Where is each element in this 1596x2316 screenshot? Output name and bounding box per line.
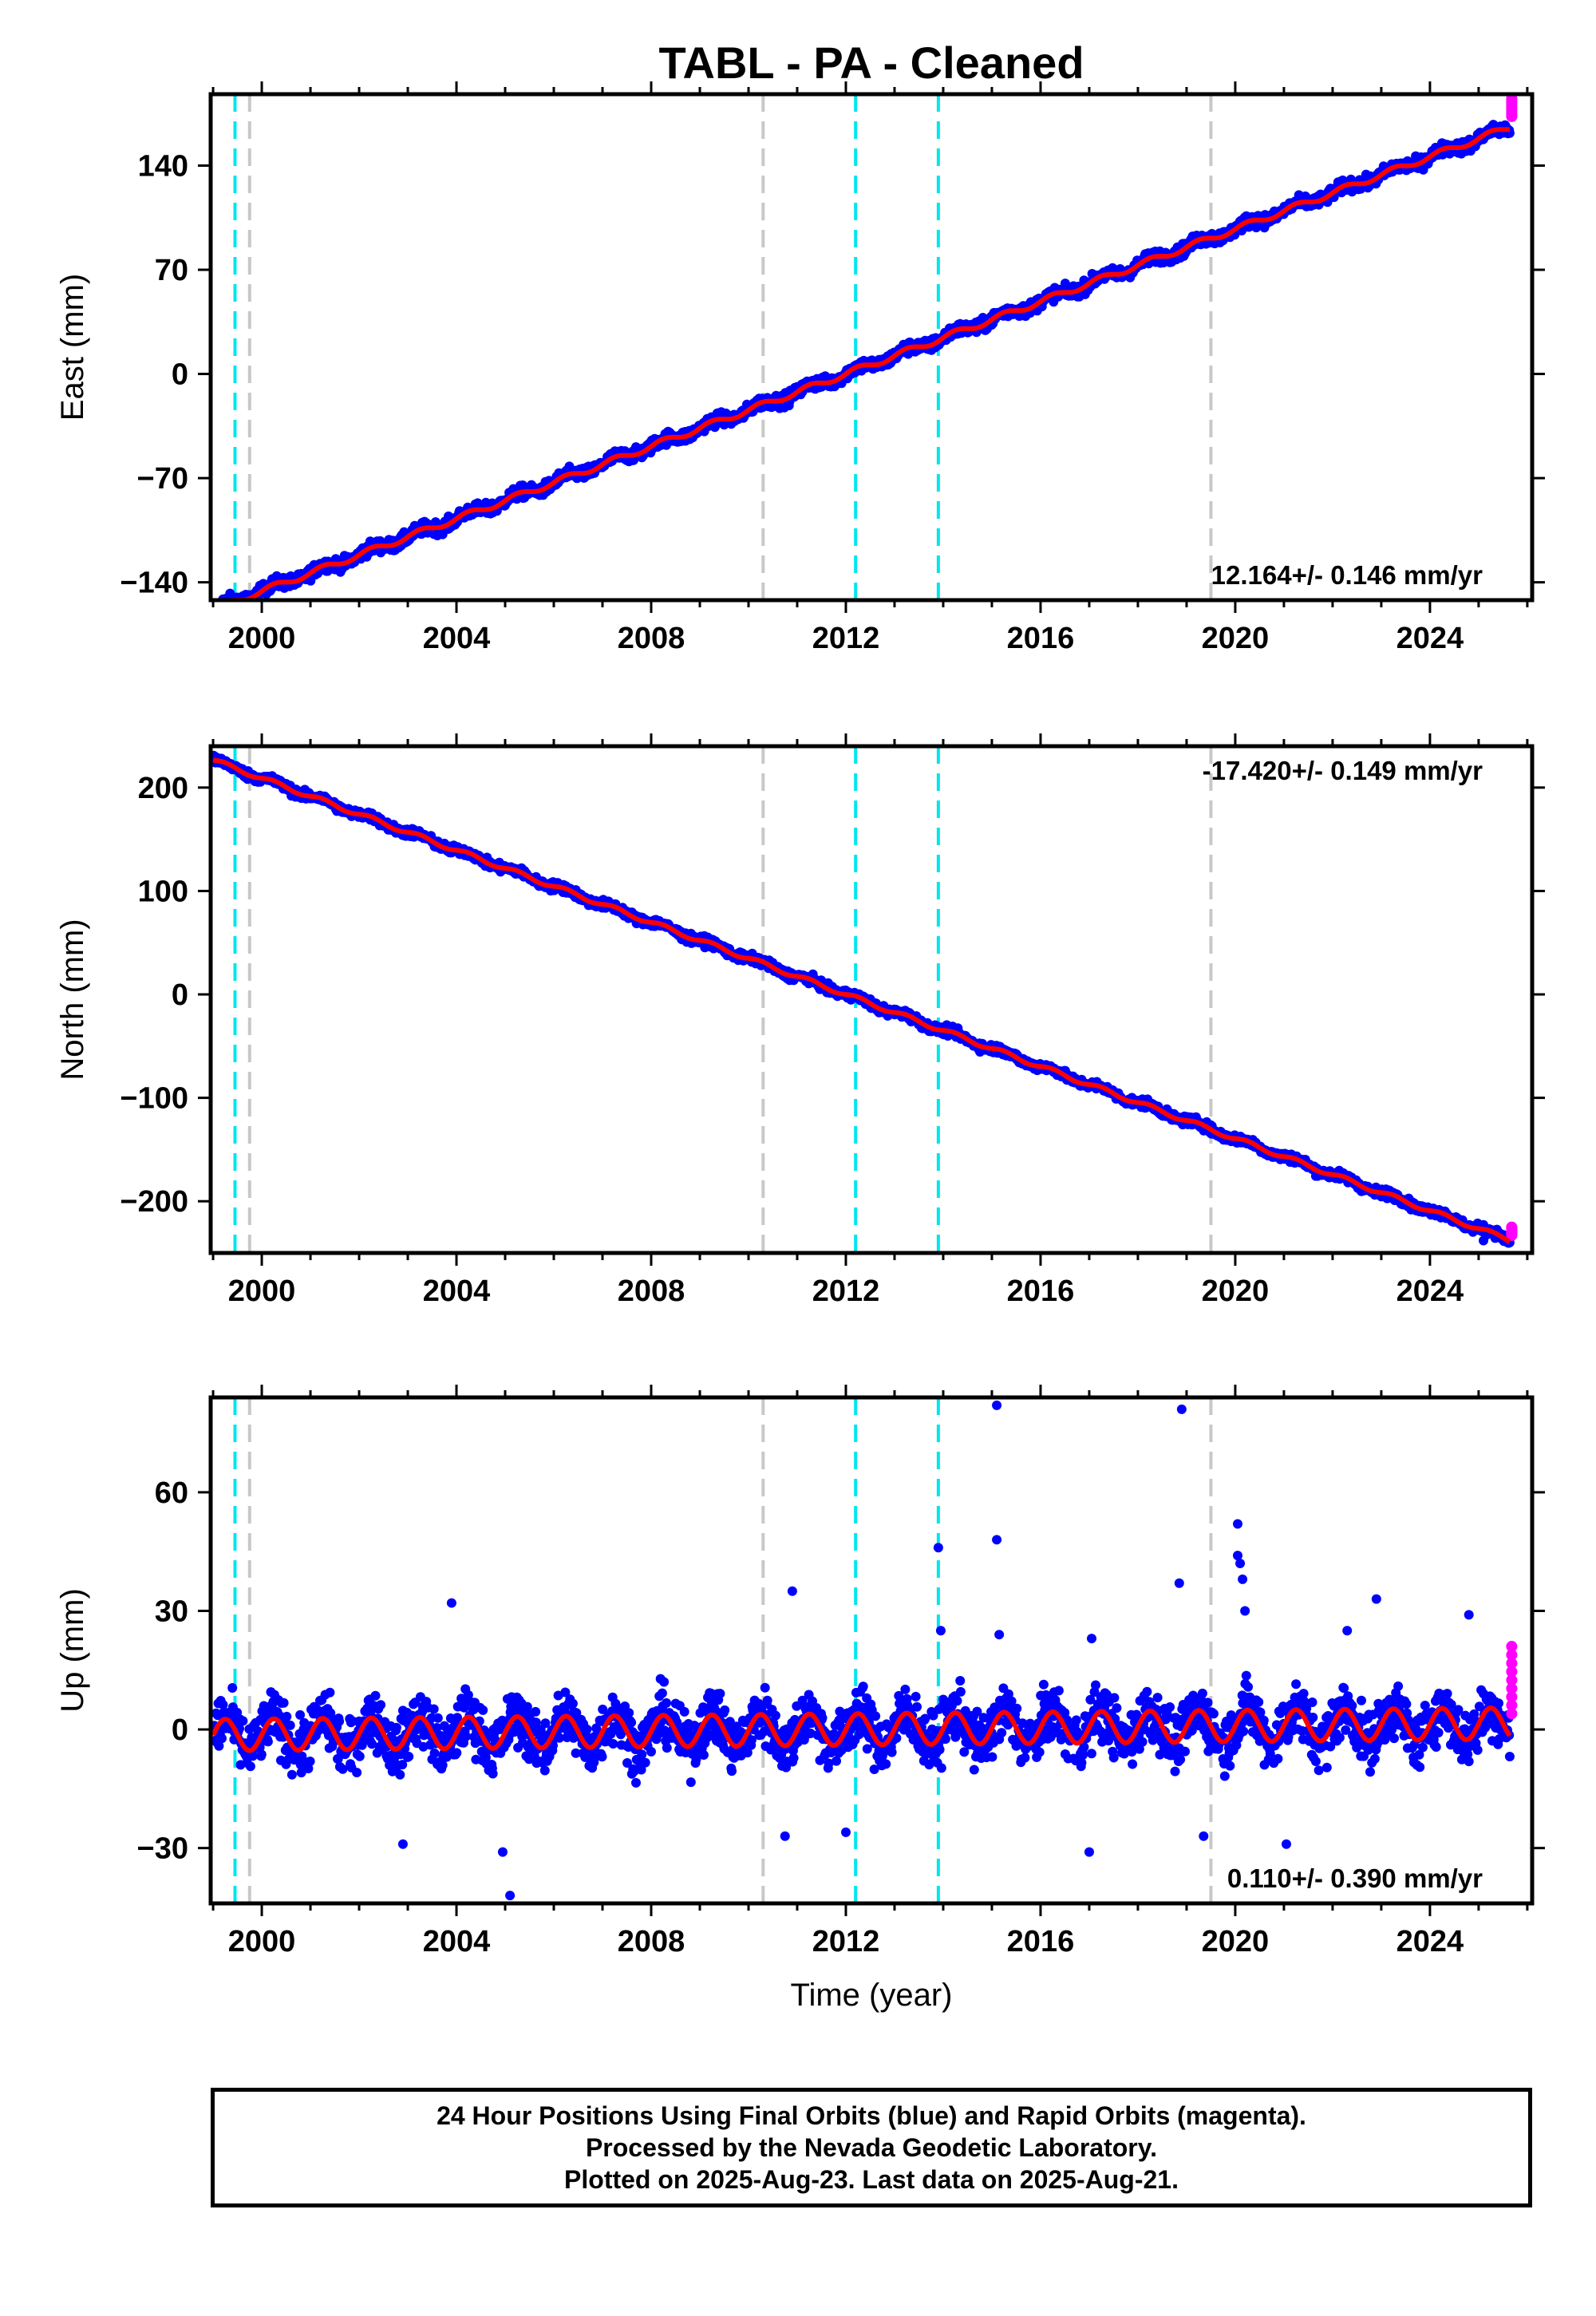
rapid-orbit-points [1506, 94, 1518, 122]
x-tick-label: 2008 [618, 622, 685, 655]
final-orbit-point [218, 603, 227, 612]
x-tick-label: 2000 [228, 1275, 296, 1308]
x-tick-label: 2000 [228, 622, 296, 655]
figure-title: TABL - PA - Cleaned [658, 38, 1084, 88]
panel-east: 2000 2004 2008 2012 2016 2020 2024 −140 −70 0 70 14… [55, 81, 1545, 655]
y-tick-label: 100 [138, 875, 188, 908]
final-orbit-point [247, 1751, 258, 1761]
x-tick-label: 2016 [1007, 622, 1075, 655]
y-tick-label: −140 [120, 567, 188, 600]
final-orbit-point [214, 1741, 224, 1751]
y-tick-label: 140 [138, 150, 188, 184]
y-tick-label: 200 [138, 772, 188, 805]
final-orbit-point [376, 1700, 386, 1710]
final-orbit-point [279, 1697, 289, 1708]
final-orbit-point [256, 1749, 267, 1760]
final-orbit-point [305, 1757, 315, 1766]
final-orbit-point [391, 1722, 401, 1733]
final-orbit-point [263, 1737, 273, 1747]
y-tick-label: 0 [172, 978, 188, 1012]
final-orbit-point [285, 1720, 295, 1730]
y-axis-label: North (mm) [55, 919, 90, 1080]
final-orbit-point [338, 1764, 348, 1774]
final-orbit-point [370, 1690, 381, 1701]
final-orbit-point [227, 1683, 238, 1693]
final-orbit-point [352, 1768, 362, 1777]
x-tick-label: 2004 [423, 622, 491, 655]
final-orbit-point [303, 1764, 314, 1773]
y-tick-label: 70 [155, 254, 188, 287]
x-tick-label: 2004 [423, 1275, 491, 1308]
final-orbit-point [367, 1739, 377, 1749]
rapid-orbit-point [1506, 1221, 1518, 1233]
x-tick-label: 2008 [618, 1275, 685, 1308]
final-orbit-points [211, 1400, 1515, 1901]
final-orbit-point [286, 1769, 297, 1780]
x-tick-label: 2024 [1396, 622, 1464, 655]
model-fit-line [212, 757, 1511, 1244]
x-tick-label: 2012 [812, 622, 880, 655]
final-orbit-point [395, 1769, 405, 1780]
x-tick-label: 2020 [1202, 622, 1270, 655]
plot-frame [208, 92, 1535, 603]
final-orbit-point [282, 1711, 292, 1721]
rapid-orbit-point [1506, 94, 1518, 105]
plot-frame [208, 744, 1535, 1255]
final-orbit-point [215, 601, 225, 611]
y-tick-label: −100 [120, 1082, 188, 1116]
velocity-label: -17.420+/- 0.149 mm/yr [1203, 756, 1483, 785]
y-axis-label: East (mm) [55, 274, 90, 421]
final-orbit-point [354, 1751, 365, 1761]
y-tick-label: 0 [172, 358, 188, 392]
final-orbit-point [238, 1716, 248, 1726]
panel-north: 2000 2004 2008 2012 2016 2020 2024 −200 −100 0 100… [55, 733, 1545, 1308]
final-orbit-point [404, 1752, 414, 1761]
final-orbit-point [295, 1709, 306, 1720]
final-orbit-point [218, 1700, 228, 1710]
x-tick-label: 2012 [812, 1275, 880, 1308]
final-orbit-point [334, 1716, 345, 1726]
rapid-orbit-points [1506, 1221, 1518, 1241]
x-tick-label: 2024 [1396, 1275, 1464, 1308]
velocity-label: 12.164+/- 0.146 mm/yr [1211, 560, 1483, 590]
outlier-point [1479, 1235, 1489, 1246]
final-orbit-point [217, 1733, 227, 1744]
final-orbit-point [217, 603, 227, 613]
x-tick-label: 2020 [1202, 1275, 1270, 1308]
x-tick-label: 2016 [1007, 1275, 1075, 1308]
model-fit-line [223, 127, 1511, 600]
final-orbit-point [231, 603, 241, 613]
final-orbit-point [397, 1760, 408, 1770]
y-tick-label: −200 [120, 1185, 188, 1219]
final-orbit-point [325, 1687, 335, 1697]
final-orbit-point [245, 1761, 255, 1772]
final-orbit-point [210, 604, 219, 614]
final-orbit-point [213, 605, 223, 615]
y-tick-label: −70 [137, 462, 188, 496]
